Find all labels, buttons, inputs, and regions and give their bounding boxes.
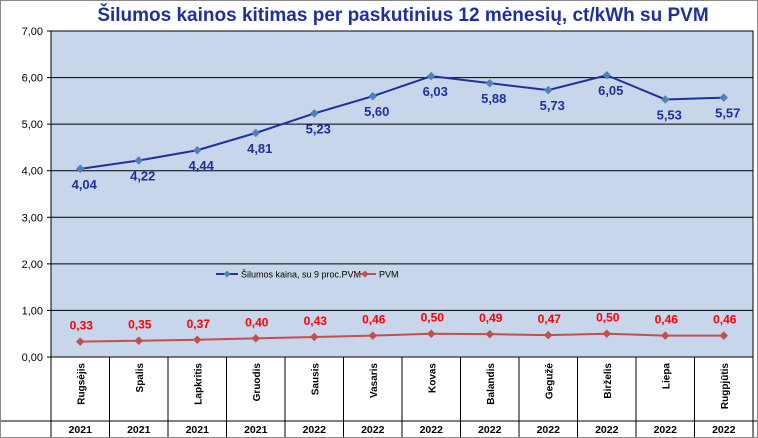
- data-point: [192, 335, 202, 345]
- data-label: 5,57: [715, 106, 740, 121]
- x-year-label: 2022: [361, 424, 385, 436]
- data-label: 5,88: [481, 91, 506, 106]
- data-label: 5,73: [540, 98, 565, 113]
- x-category-label: Spalis: [135, 363, 146, 393]
- legend-label: PVM: [379, 270, 399, 280]
- data-point: [602, 70, 612, 80]
- data-point: [251, 334, 261, 343]
- data-label: 5,23: [306, 121, 331, 136]
- data-point: [426, 71, 436, 81]
- y-tick-label: 3,00: [22, 212, 43, 224]
- x-category-label: Rugsėjis: [76, 363, 87, 405]
- data-label: 0,46: [655, 313, 679, 327]
- data-label: 0,50: [421, 311, 445, 325]
- x-year-label: 2022: [712, 424, 736, 436]
- y-tick-label: 2,00: [22, 259, 43, 271]
- x-category-label: Birželis: [603, 363, 614, 399]
- data-point: [309, 109, 319, 118]
- data-point: [719, 331, 729, 340]
- x-year-label: 2022: [654, 424, 678, 436]
- legend-marker-1: [361, 270, 369, 278]
- data-label: 0,33: [70, 319, 94, 333]
- plot-area: [50, 30, 754, 358]
- x-category-label: Vasaris: [369, 363, 380, 398]
- y-tick-label: 5,00: [22, 119, 43, 131]
- x-year-label: 2021: [244, 424, 268, 436]
- data-label: 4,81: [247, 141, 272, 156]
- data-label: 0,49: [479, 311, 503, 325]
- data-point: [660, 331, 670, 340]
- x-year-label: 2021: [127, 424, 151, 436]
- data-label: 0,46: [362, 313, 386, 327]
- data-label: 0,50: [596, 311, 620, 325]
- y-tick-label: 0,00: [22, 352, 43, 364]
- data-label: 5,60: [364, 104, 389, 119]
- x-category-label: Gegužė: [544, 363, 555, 400]
- x-year-label: 2022: [420, 424, 444, 436]
- y-tick-label: 1,00: [22, 305, 43, 317]
- data-label: 0,43: [304, 314, 328, 328]
- x-category-label: Liepa: [661, 363, 672, 390]
- data-label: 4,04: [72, 177, 98, 192]
- data-label: 0,35: [128, 318, 152, 332]
- y-tick-label: 7,00: [22, 26, 43, 38]
- data-label: 4,22: [130, 168, 155, 183]
- data-point: [485, 329, 495, 339]
- y-tick-label: 4,00: [22, 166, 43, 178]
- chart-title: Šilumos kainos kitimas per paskutinius 1…: [97, 5, 709, 26]
- x-year-label: 2022: [595, 424, 619, 436]
- data-point: [368, 91, 378, 101]
- data-point: [602, 329, 612, 339]
- series-line-0: [80, 74, 724, 170]
- x-category-label: Rugpjūtis: [720, 363, 731, 410]
- data-label: 6,05: [598, 83, 623, 98]
- data-label: 6,03: [423, 84, 448, 99]
- data-point: [543, 330, 553, 340]
- legend-marker-0: [223, 270, 231, 278]
- data-point: [251, 128, 261, 138]
- x-year-label: 2022: [478, 424, 502, 436]
- data-point: [75, 164, 85, 174]
- x-year-label: 2022: [537, 424, 561, 436]
- x-year-label: 2022: [303, 424, 327, 436]
- x-year-label: 2021: [69, 424, 93, 436]
- x-category-label: Balandis: [486, 363, 497, 405]
- data-point: [368, 331, 378, 340]
- x-category-label: Gruodis: [252, 363, 263, 402]
- data-point: [485, 78, 495, 88]
- data-label: 0,37: [187, 317, 211, 331]
- data-point: [75, 337, 85, 346]
- legend-label: Šilumos kaina, su 9 proc.PVM: [241, 270, 361, 280]
- x-year-label: 2021: [186, 424, 210, 436]
- series-line-1: [80, 332, 724, 343]
- x-category-label: Sausis: [310, 363, 321, 396]
- x-category-label: Kovas: [427, 363, 438, 393]
- data-label: 0,40: [245, 315, 269, 329]
- data-label: 0,46: [713, 313, 737, 327]
- data-point: [426, 329, 436, 339]
- data-point: [543, 85, 553, 95]
- data-point: [192, 145, 202, 155]
- data-point: [134, 156, 144, 165]
- data-label: 5,53: [657, 107, 682, 122]
- data-label: 0,47: [538, 312, 562, 326]
- data-point: [719, 93, 729, 102]
- data-point: [134, 336, 144, 346]
- data-point: [309, 332, 319, 342]
- data-point: [660, 95, 670, 104]
- y-tick-label: 6,00: [22, 73, 43, 85]
- data-label: 4,44: [189, 158, 215, 173]
- x-category-label: Lapkritis: [193, 363, 204, 405]
